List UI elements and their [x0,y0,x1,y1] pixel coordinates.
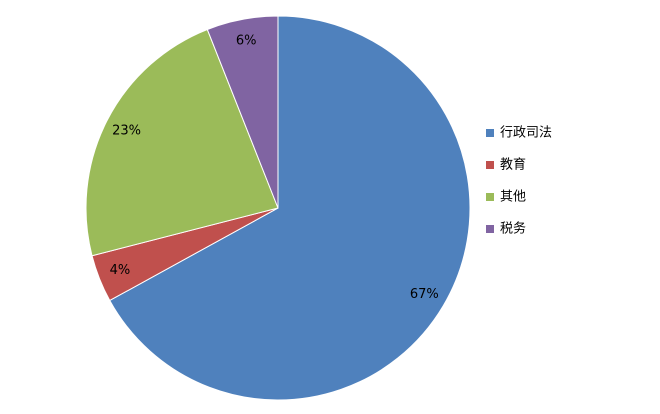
legend-label: 行政司法 [500,126,552,141]
legend-label: 教育 [500,157,526,173]
data-label: 67% [410,287,439,302]
legend-swatch [486,193,494,201]
data-label: 4% [110,263,131,278]
data-label: 6% [236,34,257,49]
legend-swatch [486,129,494,137]
legend-swatch [486,161,494,169]
data-label: 23% [112,123,141,138]
legend-swatch [486,225,494,233]
pie-slice [109,15,471,401]
legend-label: 税务 [500,221,526,237]
pie-slice [85,28,279,257]
pie-slice [206,15,279,209]
legend-label: 其他 [500,190,526,205]
